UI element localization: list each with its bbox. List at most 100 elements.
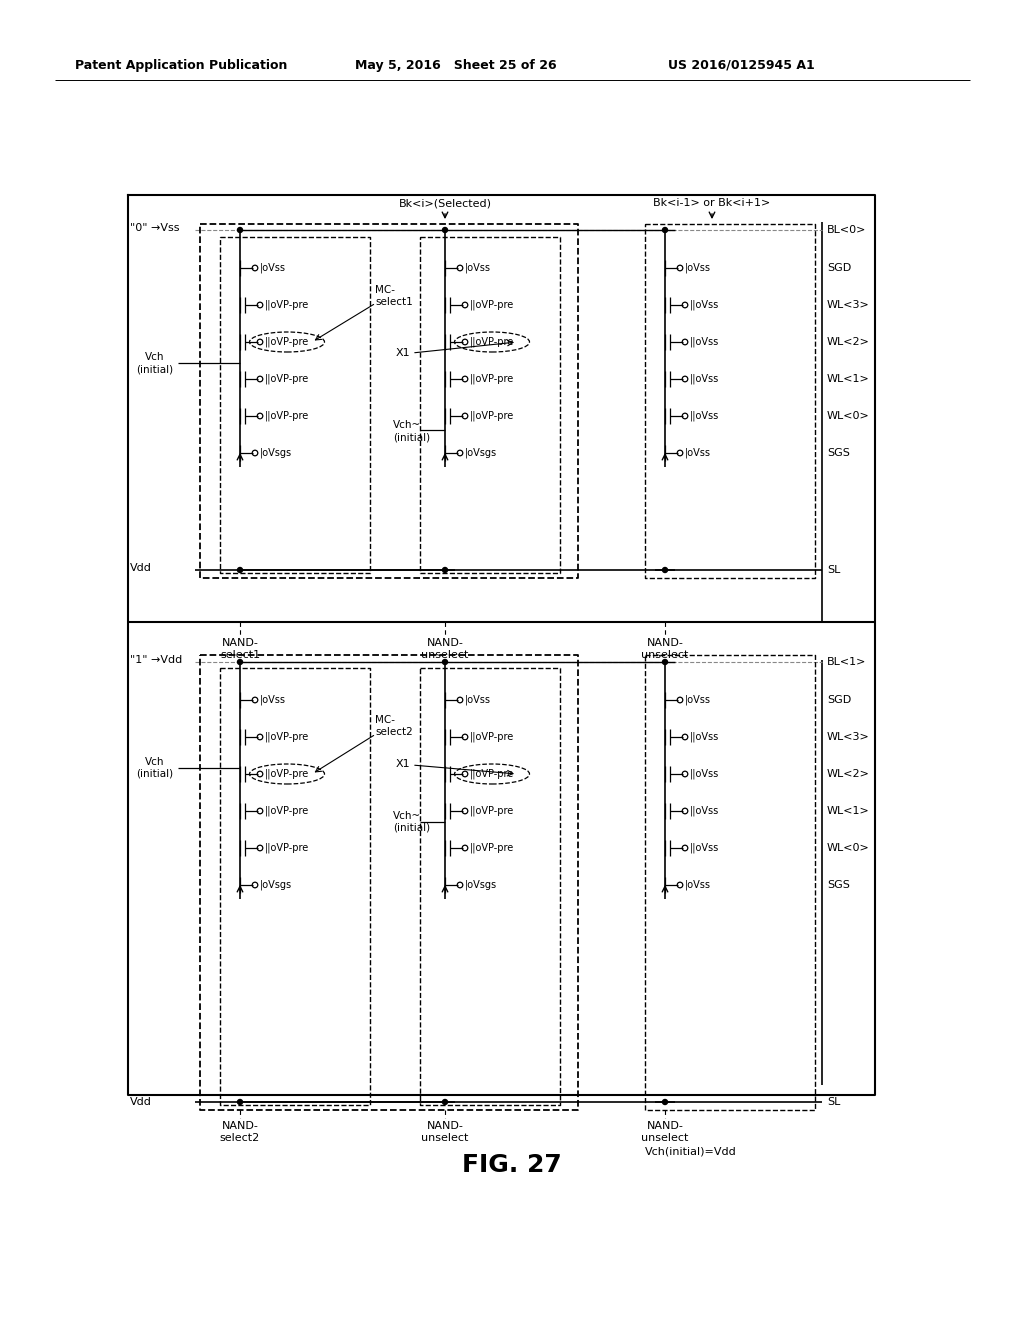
Text: X1: X1 [396, 348, 411, 358]
Text: unselect: unselect [641, 649, 689, 660]
Text: NAND-: NAND- [646, 1121, 683, 1131]
Text: SL: SL [827, 565, 841, 576]
Text: WL<1>: WL<1> [827, 807, 869, 816]
Text: FIG. 27: FIG. 27 [462, 1152, 562, 1177]
Text: |oVss: |oVss [685, 694, 711, 705]
Circle shape [238, 227, 243, 232]
Text: Vch~: Vch~ [393, 420, 421, 430]
Text: NAND-: NAND- [646, 638, 683, 648]
Text: WL<2>: WL<2> [827, 770, 869, 779]
Text: SL: SL [827, 1097, 841, 1107]
Circle shape [238, 568, 243, 573]
Text: |oVss: |oVss [465, 263, 490, 273]
Text: |oVss: |oVss [260, 694, 286, 705]
Text: ||oVP-pre: ||oVP-pre [470, 842, 514, 853]
Circle shape [442, 660, 447, 664]
Text: ||oVP-pre: ||oVP-pre [265, 374, 309, 384]
Circle shape [442, 568, 447, 573]
Text: ||oVss: ||oVss [690, 300, 719, 310]
Text: (initial): (initial) [393, 822, 430, 833]
Text: SGS: SGS [827, 880, 850, 890]
Text: May 5, 2016   Sheet 25 of 26: May 5, 2016 Sheet 25 of 26 [355, 58, 557, 71]
Text: Vdd: Vdd [130, 1097, 152, 1107]
Text: Bk<i-1> or Bk<i+1>: Bk<i-1> or Bk<i+1> [653, 198, 771, 209]
Text: |oVsgs: |oVsgs [260, 447, 292, 458]
Text: ||oVP-pre: ||oVP-pre [470, 768, 514, 779]
Text: |oVss: |oVss [685, 263, 711, 273]
Text: select2: select2 [375, 727, 413, 737]
Text: Vch: Vch [145, 352, 165, 362]
Text: WL<0>: WL<0> [827, 411, 869, 421]
Text: Patent Application Publication: Patent Application Publication [75, 58, 288, 71]
Circle shape [238, 660, 243, 664]
Text: Vch: Vch [145, 756, 165, 767]
Text: (initial): (initial) [136, 770, 173, 779]
Text: MC-: MC- [375, 715, 395, 725]
Text: BL<0>: BL<0> [827, 224, 866, 235]
Circle shape [442, 1100, 447, 1105]
Text: |oVsgs: |oVsgs [260, 879, 292, 890]
Text: US 2016/0125945 A1: US 2016/0125945 A1 [668, 58, 815, 71]
Text: WL<1>: WL<1> [827, 374, 869, 384]
Text: ||oVss: ||oVss [690, 805, 719, 816]
Text: ||oVP-pre: ||oVP-pre [470, 337, 514, 347]
Text: WL<2>: WL<2> [827, 337, 869, 347]
Text: NAND-: NAND- [221, 1121, 258, 1131]
Text: |oVss: |oVss [685, 879, 711, 890]
Text: ||oVP-pre: ||oVP-pre [265, 842, 309, 853]
Text: MC-: MC- [375, 285, 395, 294]
Text: (initial): (initial) [393, 432, 430, 442]
Text: SGD: SGD [827, 696, 851, 705]
Text: Vch~: Vch~ [393, 810, 421, 821]
Text: WL<0>: WL<0> [827, 843, 869, 853]
Text: "1" →Vdd: "1" →Vdd [130, 655, 182, 665]
Text: ||oVP-pre: ||oVP-pre [470, 411, 514, 421]
Text: ||oVP-pre: ||oVP-pre [470, 300, 514, 310]
Text: ||oVP-pre: ||oVP-pre [265, 337, 309, 347]
Text: (initial): (initial) [136, 364, 173, 374]
Text: Vdd: Vdd [130, 564, 152, 573]
Text: |oVsgs: |oVsgs [465, 447, 497, 458]
Text: ||oVP-pre: ||oVP-pre [265, 411, 309, 421]
Circle shape [663, 660, 668, 664]
Circle shape [238, 1100, 243, 1105]
Text: NAND-: NAND- [427, 638, 464, 648]
Text: SGS: SGS [827, 447, 850, 458]
Text: select1: select1 [220, 649, 260, 660]
Text: |oVss: |oVss [465, 694, 490, 705]
Text: WL<3>: WL<3> [827, 733, 869, 742]
Text: BL<1>: BL<1> [827, 657, 866, 667]
Text: |oVss: |oVss [685, 447, 711, 458]
Text: "0" →Vss: "0" →Vss [130, 223, 179, 234]
Text: ||oVP-pre: ||oVP-pre [265, 805, 309, 816]
Text: ||oVP-pre: ||oVP-pre [470, 374, 514, 384]
Text: NAND-: NAND- [221, 638, 258, 648]
Text: ||oVss: ||oVss [690, 411, 719, 421]
Circle shape [442, 227, 447, 232]
Text: ||oVP-pre: ||oVP-pre [265, 731, 309, 742]
Text: X1: X1 [396, 759, 411, 770]
Text: ||oVss: ||oVss [690, 842, 719, 853]
Text: NAND-: NAND- [427, 1121, 464, 1131]
Circle shape [663, 568, 668, 573]
Text: ||oVss: ||oVss [690, 337, 719, 347]
Text: ||oVP-pre: ||oVP-pre [470, 805, 514, 816]
Text: Vch(initial)=Vdd: Vch(initial)=Vdd [645, 1147, 736, 1158]
Text: ||oVP-pre: ||oVP-pre [265, 300, 309, 310]
Text: Bk<i>(Selected): Bk<i>(Selected) [398, 198, 492, 209]
Text: SGD: SGD [827, 263, 851, 273]
Text: select2: select2 [220, 1133, 260, 1143]
Text: unselect: unselect [421, 1133, 469, 1143]
Text: unselect: unselect [641, 1133, 689, 1143]
Text: ||oVss: ||oVss [690, 768, 719, 779]
Text: ||oVP-pre: ||oVP-pre [470, 731, 514, 742]
Circle shape [663, 1100, 668, 1105]
Text: |oVss: |oVss [260, 263, 286, 273]
Text: unselect: unselect [421, 649, 469, 660]
Text: |oVsgs: |oVsgs [465, 879, 497, 890]
Text: ||oVss: ||oVss [690, 374, 719, 384]
Text: select1: select1 [375, 297, 413, 308]
Text: WL<3>: WL<3> [827, 300, 869, 310]
Text: ||oVP-pre: ||oVP-pre [265, 768, 309, 779]
Text: ||oVss: ||oVss [690, 731, 719, 742]
